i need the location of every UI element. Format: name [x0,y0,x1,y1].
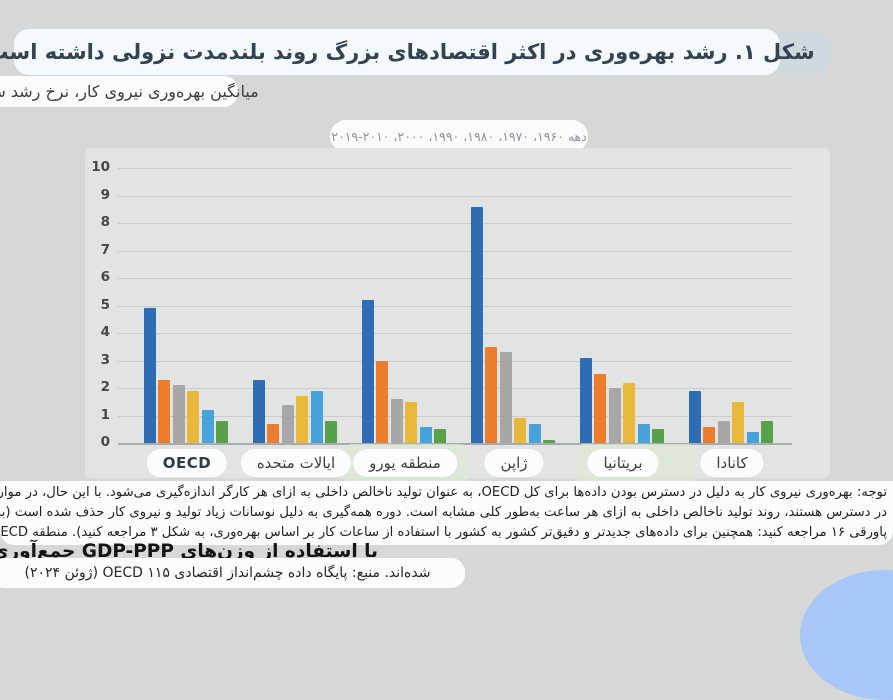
bar [310,390,323,443]
bar [542,440,555,443]
category-label: کانادا [700,449,764,477]
bar [324,421,337,443]
bar-group [253,168,339,443]
bar [253,379,265,443]
gridline [118,278,792,279]
category-axis: OECD ایالات متحده منطقه یورو ژاپن بریتانیا کا… [146,449,764,477]
gridline [118,305,792,307]
bar [471,206,483,443]
figure-title: شکل ۱. رشد بهره‌وری در اکثر اقتصادهای بز… [0,40,815,64]
category-label: ایالات متحده [240,449,352,477]
category-label: ژاپن [484,449,544,477]
bar [623,382,636,443]
category-label: OECD [146,449,228,477]
gridline [118,388,792,389]
y-tick-label: 8 [100,214,110,230]
bar [172,385,185,443]
bar-group [580,168,666,443]
bar-group [471,168,557,443]
note-line-3: پاورقی ۱۶ مراجعه کنید: همچنین برای داده‌… [0,525,887,540]
y-tick-label: 0 [100,434,110,450]
note-line-2: در دسترس هستند، روند تولید ناخالص داخلی … [0,505,887,520]
y-tick-label: 6 [100,269,110,285]
y-tick-label: 7 [100,241,110,258]
y-tick-label: 3 [100,351,110,368]
gridline [118,333,792,334]
source-pill: شده‌اند. منبع: پایگاه داده چشم‌انداز اقت… [0,558,465,588]
source-text: شده‌اند. منبع: پایگاه داده چشم‌انداز اقت… [24,565,431,581]
bar [637,423,650,443]
y-tick-label: 2 [100,379,110,395]
bar [267,423,280,443]
note-line-1: توجه: بهره‌وری نیروی کار به دلیل در دستر… [0,485,887,500]
bar [201,410,214,443]
bar [362,300,374,443]
bar [732,401,745,443]
bar [651,429,664,443]
bar [144,308,156,443]
gridline [118,195,792,197]
bar [580,357,592,443]
y-tick-label: 4 [100,324,110,340]
bar [746,432,759,443]
chart-legend-pill: دهه ۱۹۶۰، ۱۹۷۰، ۱۹۸۰، ۱۹۹۰، ۲۰۰۰، ۲۰۱۰-۲… [330,120,588,152]
bar [703,426,716,443]
category-label: منطقه یورو [353,449,457,477]
note-bold-gdp-ppp: با استفاده از وزن‌های GDP-PPP جمع‌آوری [0,541,378,562]
bar [433,429,446,443]
figure-subtitle-pill: میانگین بهره‌وری نیروی کار، نرخ رشد سالا… [0,76,259,107]
category-label: بریتانیا [587,449,659,477]
gridline [118,415,792,417]
gridline [118,168,792,169]
figure-title-pill: شکل ۱. رشد بهره‌وری در اکثر اقتصادهای بز… [0,29,815,75]
bar-group [144,168,230,443]
chart-legend-text: دهه ۱۹۶۰، ۱۹۷۰، ۱۹۸۰، ۱۹۹۰، ۲۰۰۰، ۲۰۱۰-۲… [331,128,587,144]
y-tick-label: 10 [91,159,110,175]
bar [158,379,171,443]
bar-chart: 0 1 2 3 4 5 6 7 8 9 10 [91,159,792,450]
bar [281,404,294,443]
note-gray-strip [380,547,706,558]
bar [485,346,498,443]
bar [215,421,228,443]
bar [594,374,607,443]
y-tick-label: 1 [100,406,110,423]
bar [405,401,418,443]
y-tick-label: 9 [100,186,110,203]
bar [499,352,512,443]
bar [187,390,200,443]
bar [514,418,527,443]
bar [390,399,403,443]
bar-group [689,168,775,443]
bar [608,388,621,443]
bar [296,396,309,443]
bar-group [362,168,448,443]
bar [419,426,432,443]
bar [376,360,389,443]
bar [760,421,773,443]
bar [528,423,541,443]
gridline [118,223,792,224]
y-tick-label: 5 [100,296,110,313]
gridline [118,250,792,252]
bar [717,421,730,443]
note-block: توجه: بهره‌وری نیروی کار به دلیل در دستر… [0,481,893,545]
figure-subtitle: میانگین بهره‌وری نیروی کار، نرخ رشد سالا… [0,82,259,101]
gridline [118,360,792,362]
bar [689,390,701,443]
